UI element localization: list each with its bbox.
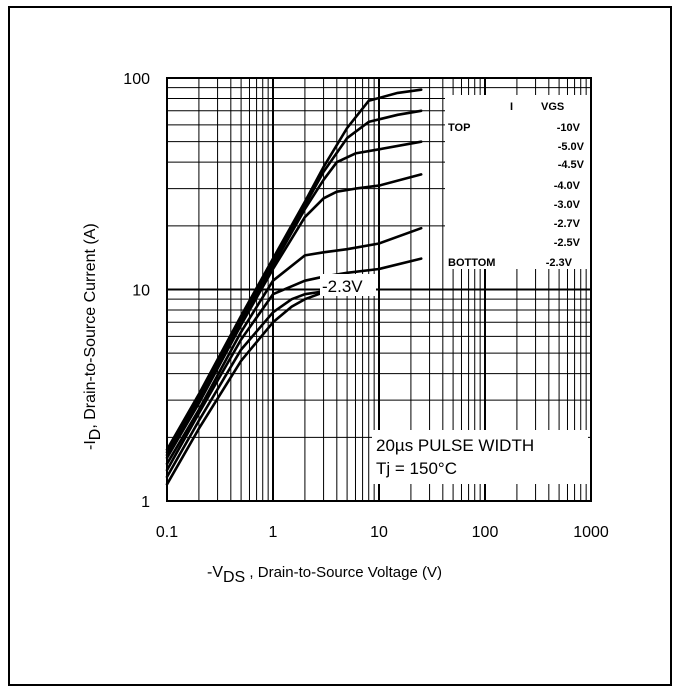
series-group	[165, 88, 423, 486]
legend-entry: -10V	[557, 122, 581, 134]
legend-top-label: TOP	[448, 122, 470, 134]
y-axis-title-subscript: D	[87, 429, 104, 441]
legend-bottom-label: BOTTOM	[448, 257, 495, 269]
legend-entry: -2.5V	[554, 237, 581, 249]
series-line	[165, 109, 423, 454]
tick-labels: 0.1 1 10 100 1000 1 10 100	[123, 71, 609, 541]
series-line	[165, 290, 325, 479]
x-axis-title-subscript: DS	[223, 569, 245, 586]
legend-entry: -2.3V	[546, 257, 573, 269]
y-axis-title-prefix: -I	[82, 440, 99, 450]
legend-vgs-marker: I	[510, 101, 513, 113]
x-axis-title-prefix: -V	[207, 564, 223, 581]
legend-entry: -4.5V	[558, 159, 585, 171]
x-tick-label: 100	[472, 524, 499, 541]
temperature-note: Tj = 150°C	[376, 459, 457, 478]
legend-box	[445, 95, 593, 269]
y-tick-label: 10	[132, 283, 150, 300]
plot-frame	[166, 77, 592, 502]
legend: I VGS TOP BOTTOM -10V -5.0V -4.5V -4.0V …	[448, 101, 585, 269]
y-tick-label: 100	[123, 71, 150, 88]
note-box	[372, 430, 588, 484]
series-line	[165, 88, 423, 451]
y-axis-title: -ID, Drain-to-Source Current (A)	[82, 223, 104, 450]
series-line	[165, 140, 423, 457]
y-axis-title-suffix: , Drain-to-Source Current (A)	[82, 223, 99, 428]
series-line	[165, 226, 423, 466]
curve-label-background	[320, 274, 376, 296]
x-axis-title: -VDS , Drain-to-Source Voltage (V)	[207, 564, 442, 586]
legend-entry: -3.0V	[554, 199, 581, 211]
x-tick-label: 1	[269, 524, 278, 541]
curve-label: -2.3V	[322, 277, 363, 296]
series-line	[165, 257, 423, 472]
y-tick-label: 1	[141, 494, 150, 511]
x-tick-label: 1000	[573, 524, 609, 541]
legend-header: VGS	[541, 101, 564, 113]
x-axis-title-suffix: , Drain-to-Source Voltage (V)	[245, 564, 442, 581]
x-tick-label: 10	[370, 524, 388, 541]
x-tick-label: 0.1	[156, 524, 178, 541]
legend-entry: -5.0V	[558, 141, 585, 153]
legend-entry: -2.7V	[554, 218, 581, 230]
series-line	[165, 173, 423, 460]
legend-entry: -4.0V	[554, 180, 581, 192]
pulse-width-note: 20µs PULSE WIDTH	[376, 436, 534, 455]
series-line	[165, 290, 325, 486]
